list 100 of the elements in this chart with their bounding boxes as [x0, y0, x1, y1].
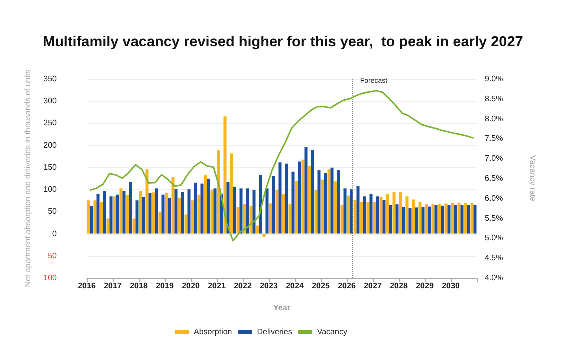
y2-tick-label: 4.5% [485, 254, 504, 263]
bar [276, 190, 279, 234]
bar [458, 203, 461, 234]
x-tick-label: 2020 [182, 282, 200, 290]
bar [100, 202, 104, 234]
bar [302, 160, 305, 234]
y2-axis-title: Vacancy rate [528, 155, 538, 202]
bar [295, 181, 298, 234]
bar [474, 205, 477, 234]
bar [470, 203, 474, 234]
x-tick-label: 2022 [234, 282, 252, 290]
bar [217, 150, 220, 234]
bar [142, 197, 146, 234]
y-tick-label: 200 [44, 140, 58, 150]
bar [324, 173, 328, 234]
y2-tick-label: 7.0% [485, 154, 504, 164]
bar [360, 202, 364, 234]
bar [415, 208, 418, 234]
y-tick-label: 0 [52, 229, 58, 238]
bar [210, 190, 214, 234]
bar [236, 207, 240, 234]
y-tick-label: 300 [44, 96, 58, 106]
bar [314, 190, 318, 234]
bar [96, 194, 100, 234]
bar [90, 206, 94, 234]
bar [441, 206, 444, 234]
bar [269, 204, 272, 234]
bar [373, 202, 376, 234]
x-tick-label: 2019 [156, 282, 174, 290]
bar [139, 191, 142, 234]
bar [406, 196, 409, 234]
x-tick-label: 2025 [312, 282, 330, 290]
y2-tick-label: 6.0% [485, 194, 504, 203]
bar [240, 188, 243, 234]
bar [250, 206, 253, 234]
legend-label: Absorption [194, 328, 232, 336]
bar [444, 204, 448, 234]
bar [344, 188, 347, 234]
bar [412, 200, 416, 234]
bar [155, 188, 158, 234]
bar [233, 186, 236, 234]
y-tick-label: 50 [48, 251, 58, 260]
bar [311, 150, 314, 234]
bar [282, 194, 286, 234]
legend-label: Deliveries [257, 328, 292, 336]
bar [129, 182, 132, 234]
bar [304, 147, 308, 234]
y-tick-label: 50 [48, 207, 58, 216]
x-tick-label: 2021 [208, 282, 226, 290]
bar [366, 202, 370, 234]
y2-tick-label: 9.0% [485, 74, 504, 84]
bar [116, 194, 120, 234]
bar [330, 168, 334, 234]
bar [340, 205, 344, 234]
y-tick-label: 100 [44, 274, 58, 282]
bar [380, 198, 383, 234]
bar [224, 116, 227, 234]
bar [354, 200, 357, 234]
y2-tick-label: 4.0% [485, 274, 504, 282]
bar [448, 205, 451, 234]
bar [454, 205, 458, 234]
bar [191, 200, 194, 234]
x-tick-label: 2017 [104, 282, 122, 290]
y-axis-title: Net apartment absorption and deliveries in thousands of units [23, 70, 32, 288]
bar [113, 196, 116, 234]
bar [334, 182, 338, 234]
bar [120, 188, 123, 234]
bar [422, 207, 425, 234]
chart-title: Multifamily vacancy revised higher for this year, to peak in early 2027 [43, 34, 524, 50]
y2-tick-label: 8.0% [485, 114, 504, 124]
y-tick-label: 100 [44, 185, 58, 194]
bar [425, 204, 428, 234]
bar [230, 154, 234, 234]
bar [148, 194, 152, 234]
y2-tick-label: 5.0% [485, 234, 504, 243]
bar [382, 200, 386, 234]
bar [194, 182, 198, 234]
bar [188, 190, 191, 234]
y2-tick-label: 8.5% [485, 94, 504, 104]
bar [321, 180, 324, 234]
bar [308, 166, 312, 234]
bar [152, 192, 156, 234]
bar [392, 192, 396, 234]
bar [252, 190, 256, 234]
x-tick-label: 2018 [130, 282, 148, 290]
x-tick-label: 2030 [442, 282, 460, 290]
bar [356, 186, 360, 234]
bar [451, 203, 454, 234]
bar [376, 196, 380, 234]
bar [246, 188, 250, 234]
x-tick-label: 2028 [390, 282, 408, 290]
bar [87, 200, 90, 234]
y2-tick-label: 6.5% [485, 174, 504, 183]
bar [165, 193, 168, 234]
bar [428, 206, 432, 234]
bar [132, 218, 136, 234]
bar [146, 170, 149, 234]
x-tick-label: 2016 [78, 282, 96, 290]
bar [432, 204, 435, 234]
bar [467, 205, 470, 234]
